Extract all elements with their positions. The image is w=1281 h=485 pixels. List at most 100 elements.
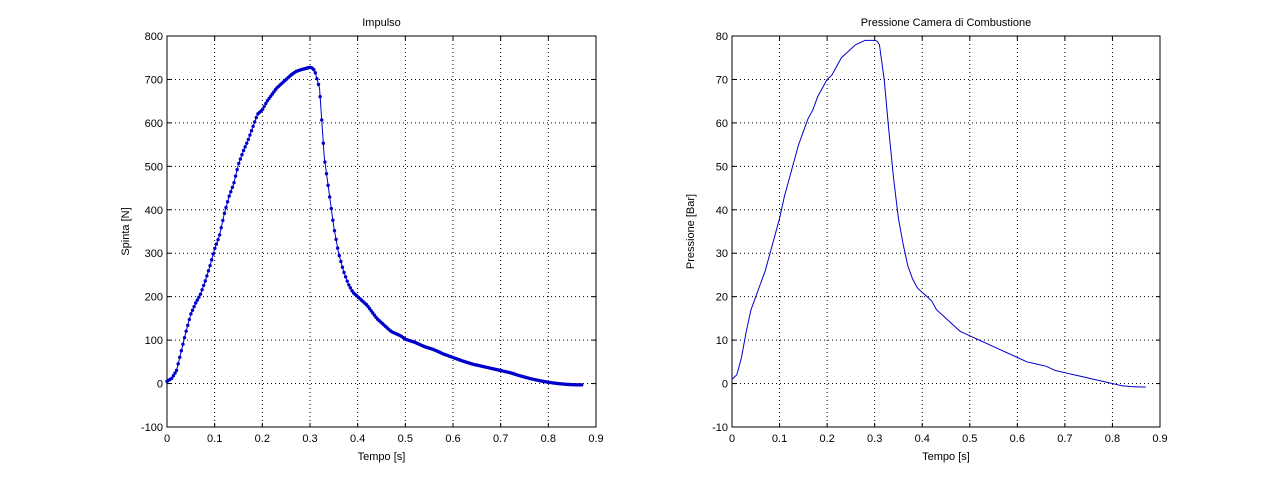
- x-tick-label: 0.9: [588, 433, 603, 445]
- data-point: [233, 174, 238, 178]
- data-point: [316, 82, 321, 87]
- y-tick-label: 700: [145, 74, 163, 86]
- data-point: [321, 141, 326, 145]
- data-point: [216, 237, 220, 242]
- data-point: [209, 258, 214, 262]
- data-point: [173, 371, 177, 375]
- data-point: [221, 218, 225, 223]
- data-point: [246, 137, 251, 142]
- data-point: [214, 242, 219, 246]
- y-tick-label: 100: [145, 335, 163, 347]
- data-point: [241, 148, 246, 153]
- chart-title: Impulso: [362, 17, 401, 29]
- data-point: [343, 275, 348, 279]
- data-point: [339, 259, 343, 264]
- y-tick-label: 40: [716, 205, 728, 217]
- y-tick-label: 200: [145, 292, 163, 304]
- x-tick-label: 0.8: [541, 433, 556, 445]
- data-point: [197, 295, 201, 299]
- data-point: [347, 283, 351, 287]
- x-tick-label: 0.8: [1105, 433, 1120, 445]
- plot-area: [166, 35, 597, 428]
- y-tick-label: 400: [145, 205, 163, 217]
- y-axis-label: Pressione [Bar]: [685, 194, 697, 269]
- data-point: [327, 195, 332, 199]
- x-tick-label: 0.1: [772, 433, 787, 445]
- y-tick-label: 10: [716, 335, 728, 347]
- x-tick-label: 0.6: [445, 433, 460, 445]
- data-point: [225, 199, 230, 204]
- y-tick-label: 60: [716, 118, 728, 130]
- data-point: [189, 312, 193, 316]
- data-point: [329, 206, 333, 211]
- x-tick-label: 0: [164, 433, 170, 445]
- y-tick-label: 600: [145, 118, 163, 130]
- data-point: [201, 283, 206, 288]
- x-tick-label: 0: [729, 433, 735, 445]
- data-point: [235, 167, 239, 172]
- data-point: [227, 194, 231, 198]
- data-point: [182, 335, 187, 340]
- data-point: [262, 104, 266, 108]
- y-axis-label: Spinta [N]: [120, 207, 132, 255]
- chart-pressione: 0 0.1 0.2 0.3 0.4 0.5 0.6 0.7 0.8 0.9-10010203040…: [685, 17, 1168, 463]
- x-tick-label: 0.5: [398, 433, 413, 445]
- y-tick-label: -10: [712, 422, 728, 434]
- x-axis-label: Tempo [s]: [922, 451, 970, 463]
- y-tick-label: 50: [716, 161, 728, 173]
- data-point: [313, 71, 318, 75]
- data-point: [243, 145, 247, 149]
- data-point: [170, 376, 174, 381]
- data-point: [320, 118, 324, 122]
- data-point: [332, 228, 337, 233]
- chart-impulso: 0 0.1 0.2 0.3 0.4 0.5 0.6 0.7 0.8 0.9-10001002003…: [120, 17, 604, 463]
- data-point: [176, 362, 180, 366]
- data-point: [184, 329, 188, 333]
- data-point: [249, 128, 254, 133]
- data-point: [229, 190, 233, 194]
- data-point: [348, 286, 353, 290]
- x-tick-label: 0.7: [1057, 433, 1072, 445]
- data-point: [331, 218, 335, 222]
- data-point: [335, 246, 340, 250]
- data-point: [213, 246, 217, 251]
- data-point: [324, 171, 329, 176]
- data-point: [245, 141, 249, 145]
- x-tick-label: 0.6: [1010, 433, 1025, 445]
- series-line: [731, 39, 1146, 388]
- data-point: [318, 94, 322, 99]
- data-point: [580, 383, 584, 387]
- data-point: [326, 183, 330, 188]
- y-tick-label: 70: [716, 74, 728, 86]
- chart-title: Pressione Camera di Combustione: [861, 17, 1032, 29]
- y-tick-label: 0: [722, 379, 728, 391]
- data-point: [312, 67, 316, 72]
- data-point: [224, 205, 228, 210]
- data-point: [340, 265, 345, 269]
- data-point: [187, 317, 192, 322]
- data-point: [190, 308, 195, 312]
- data-point: [192, 304, 196, 309]
- y-tick-label: 80: [716, 31, 728, 43]
- x-tick-label: 0.1: [207, 433, 222, 445]
- data-point: [200, 288, 204, 292]
- data-point: [253, 120, 257, 124]
- data-point: [232, 180, 236, 185]
- data-point: [237, 161, 241, 166]
- x-tick-label: 0.4: [915, 433, 930, 445]
- y-tick-label: 300: [145, 248, 163, 260]
- data-point: [205, 274, 209, 278]
- x-tick-label: 0.2: [255, 433, 270, 445]
- x-tick-label: 0.3: [867, 433, 882, 445]
- data-point: [194, 301, 198, 305]
- data-point: [186, 323, 190, 328]
- x-axis-label: Tempo [s]: [358, 451, 406, 463]
- x-tick-label: 0.5: [962, 433, 977, 445]
- data-point: [174, 368, 179, 373]
- data-point: [264, 101, 268, 106]
- data-point: [261, 107, 265, 111]
- data-point: [345, 279, 349, 283]
- data-point: [206, 269, 211, 273]
- data-point: [195, 298, 200, 302]
